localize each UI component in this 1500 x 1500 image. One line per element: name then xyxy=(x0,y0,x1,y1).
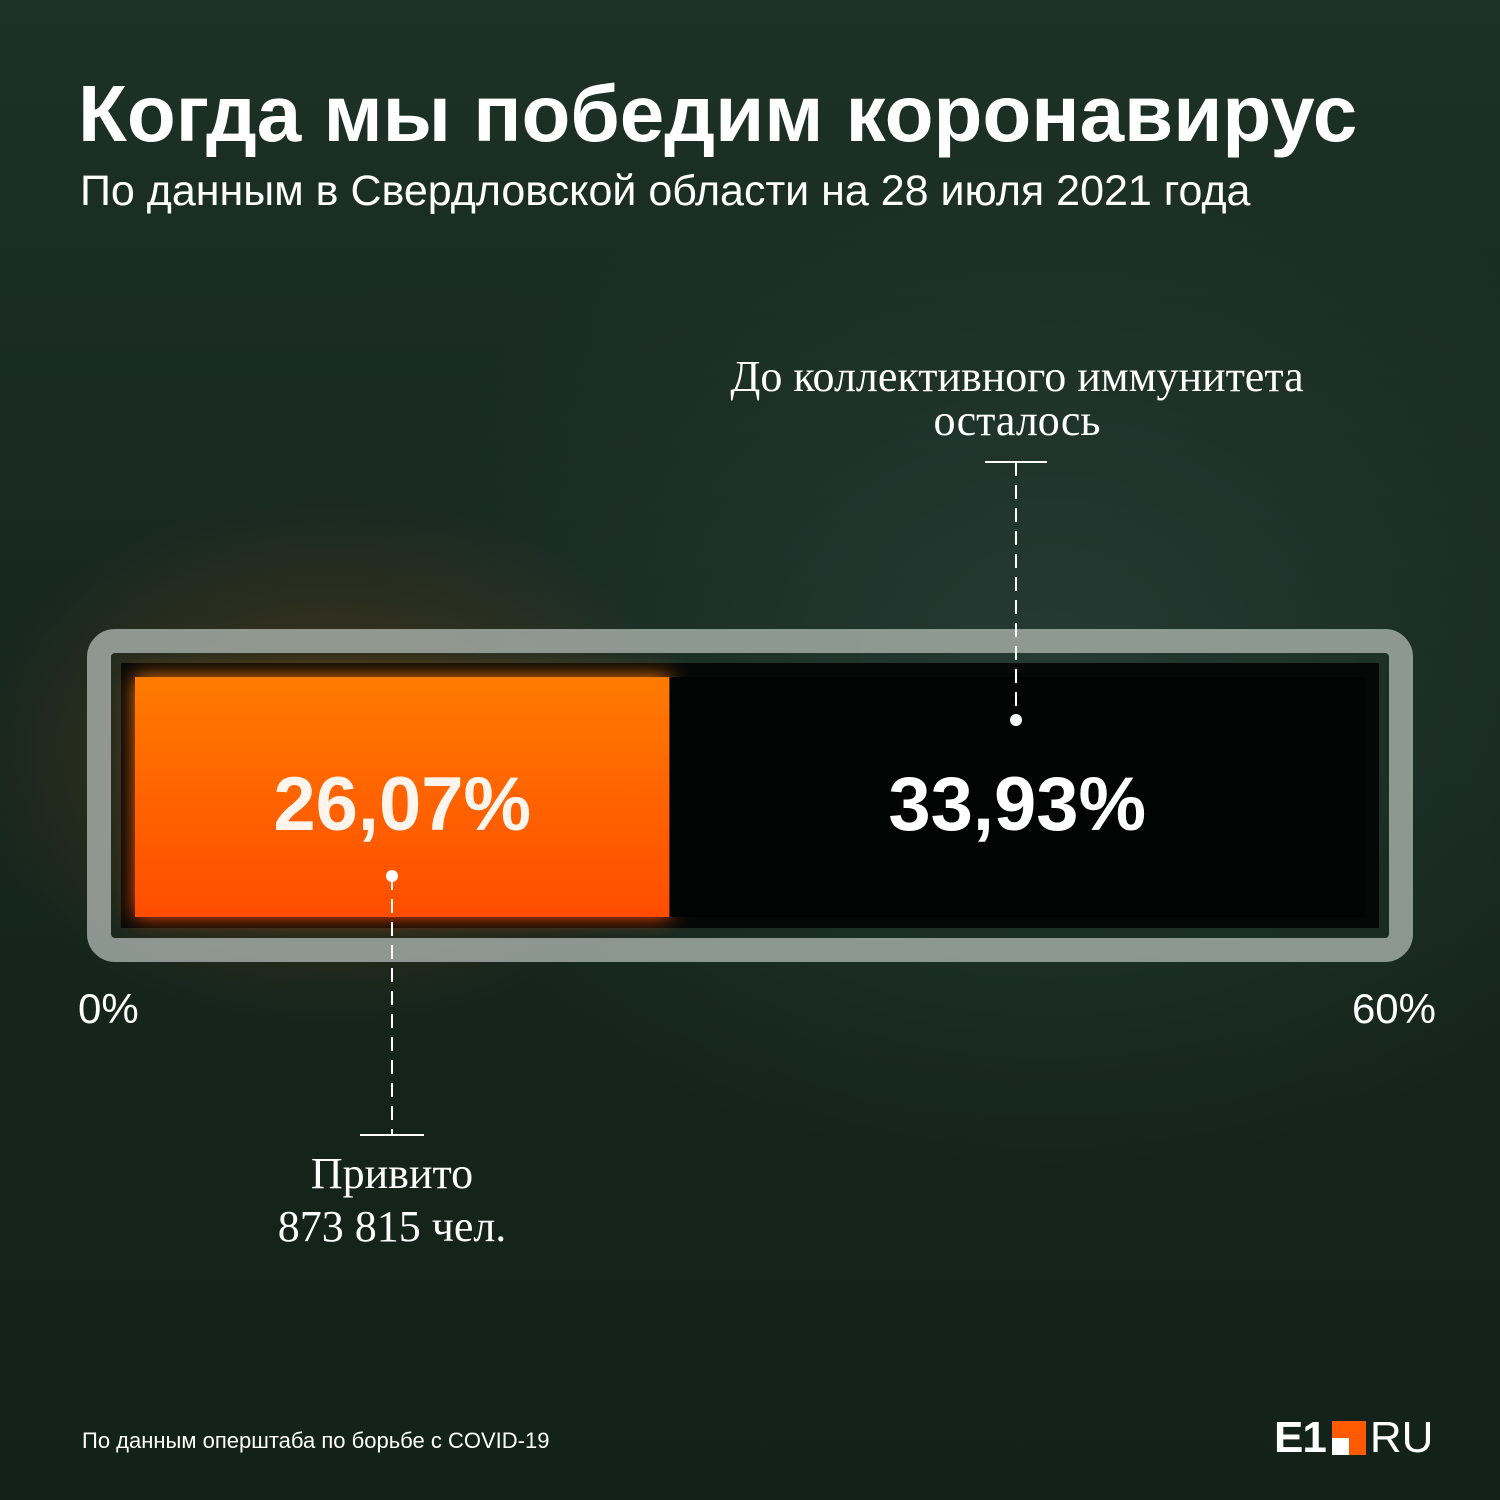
bar-frame xyxy=(87,629,1413,962)
logo-e1-text: E1 xyxy=(1274,1413,1327,1462)
vaccinated-caption-line-1: Привито xyxy=(310,1149,474,1198)
vaccinated-caption-line-2: 873 815 чел. xyxy=(277,1201,507,1251)
axis-max-label: 60% xyxy=(1351,985,1436,1032)
remaining-leader-dot xyxy=(1010,714,1022,726)
logo-ru-text: RU xyxy=(1369,1413,1434,1462)
remaining-caption: До коллективного иммунитета осталось xyxy=(600,355,1434,443)
bar-segment-vaccinated xyxy=(135,677,670,917)
bar-label-remaining: 33,93% xyxy=(888,762,1146,847)
remaining-caption-line-2: осталось xyxy=(933,396,1101,445)
page-subtitle: По данным в Свердловской области на 28 и… xyxy=(80,167,1251,215)
source-note: По данным оперштаба по борьбе с COVID-19 xyxy=(82,1428,550,1453)
bar-label-vaccinated: 26,07% xyxy=(273,762,531,847)
logo-square-icon xyxy=(1331,1421,1366,1455)
vaccinated-caption: Привито 873 815 чел. xyxy=(192,1148,592,1254)
axis-min-label: 0% xyxy=(78,985,139,1032)
page-title: Когда мы победим коронавирус xyxy=(78,69,1358,158)
remaining-caption-line-1: До коллективного иммунитета xyxy=(730,352,1304,401)
e1-logo: E1 RU xyxy=(1274,1413,1434,1462)
